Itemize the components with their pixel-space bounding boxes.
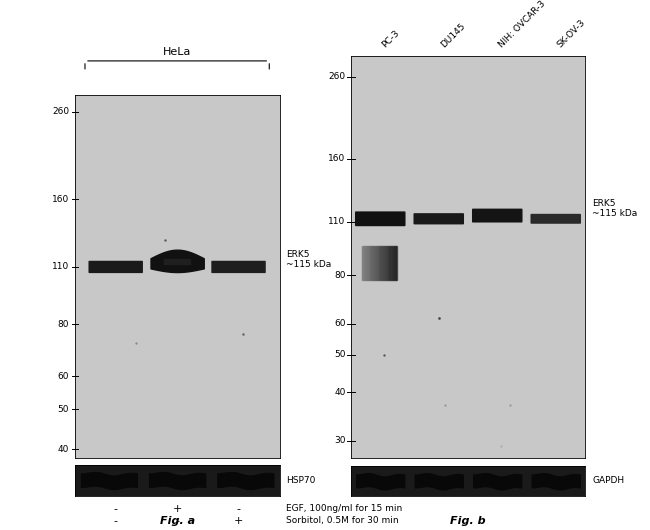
Text: -: - <box>237 504 240 514</box>
Text: NIH: OVCAR-3: NIH: OVCAR-3 <box>497 0 547 50</box>
Text: 30: 30 <box>334 436 345 445</box>
Text: +: + <box>172 504 182 514</box>
FancyBboxPatch shape <box>211 261 266 273</box>
Text: 40: 40 <box>334 388 345 397</box>
Text: Fig. b: Fig. b <box>450 516 486 526</box>
FancyBboxPatch shape <box>355 211 406 226</box>
FancyBboxPatch shape <box>413 213 464 224</box>
Text: DU145: DU145 <box>439 22 467 50</box>
Text: ERK5
~115 kDa: ERK5 ~115 kDa <box>285 250 331 269</box>
FancyBboxPatch shape <box>472 209 523 223</box>
Text: -: - <box>114 516 118 526</box>
FancyBboxPatch shape <box>88 261 143 273</box>
Text: 50: 50 <box>334 350 345 359</box>
Text: 160: 160 <box>328 154 345 163</box>
Text: 110: 110 <box>328 217 345 226</box>
Text: EGF, 100ng/ml for 15 min: EGF, 100ng/ml for 15 min <box>286 505 402 513</box>
Text: -: - <box>175 516 179 526</box>
Text: HeLa: HeLa <box>163 47 191 57</box>
Text: -: - <box>114 504 118 514</box>
Text: PC-3: PC-3 <box>380 29 401 50</box>
Text: +: + <box>234 516 243 526</box>
Text: 80: 80 <box>58 320 69 329</box>
Text: 260: 260 <box>328 73 345 82</box>
Text: Fig. a: Fig. a <box>159 516 195 526</box>
Text: 50: 50 <box>58 404 69 413</box>
Text: ERK5
~115 kDa: ERK5 ~115 kDa <box>592 199 637 218</box>
Text: 60: 60 <box>58 372 69 381</box>
Text: Sorbitol, 0.5M for 30 min: Sorbitol, 0.5M for 30 min <box>286 517 398 525</box>
FancyBboxPatch shape <box>530 214 581 224</box>
Text: 40: 40 <box>58 445 69 454</box>
Text: SK-OV-3: SK-OV-3 <box>556 18 588 50</box>
Text: 60: 60 <box>334 320 345 329</box>
Text: HSP70: HSP70 <box>285 476 315 484</box>
Text: 80: 80 <box>334 271 345 280</box>
Text: 160: 160 <box>52 195 69 204</box>
Text: GAPDH: GAPDH <box>592 476 624 485</box>
Text: 260: 260 <box>52 108 69 117</box>
Text: 110: 110 <box>52 262 69 271</box>
